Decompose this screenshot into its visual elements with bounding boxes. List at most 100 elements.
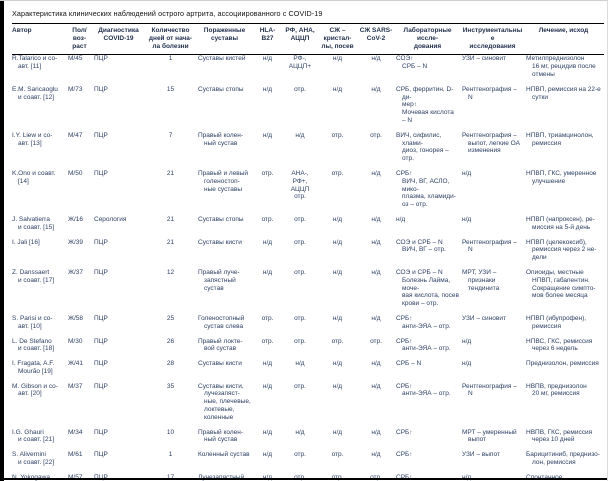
table-cell: J. Salvatierra и соавт. [15] <box>12 215 55 231</box>
column-header: СЖ SARS- CoV-2 <box>359 22 396 56</box>
table-cell: R.Talarico и со- авт. [11] <box>12 55 58 71</box>
table-cell: н/д <box>332 238 343 246</box>
table-cell: Z. Danssaert и соавт. [17] <box>12 268 55 284</box>
table-row: S. Alivernini и соавт. [22] М/61 ПЦР 1 Колен… <box>12 451 604 474</box>
table-cell: н/д <box>396 215 406 223</box>
table-cell: МРТ, УЗИ – признаки тендинита <box>462 268 500 292</box>
table-cell: н/д <box>371 55 381 63</box>
table-cell: Ж/41 <box>68 360 84 368</box>
table-cell: Лучезапястный, плечевой, коленные сустав… <box>198 474 254 481</box>
table-cell: н/д <box>262 451 273 459</box>
table-cell: н/д <box>332 382 343 390</box>
table-cell: S. Parisi и со- авт. [10] <box>12 314 53 330</box>
table-cell: ПЦР <box>94 337 108 345</box>
table-cell: 17 <box>146 474 198 481</box>
table-cell: н/д <box>371 268 381 276</box>
table-cell: М/61 <box>68 451 83 459</box>
table-cell: н/д <box>371 85 381 93</box>
bottom-border-bar <box>0 478 607 480</box>
table-row: I. Jali [16] Ж/39 ПЦР 21 Суставы кисти н/д отр… <box>12 239 604 269</box>
table-cell: отр. <box>294 337 306 345</box>
table-cell: н/д <box>262 85 273 93</box>
table-cell: СРБ↑ <box>396 428 413 436</box>
table-cell: н/д <box>371 382 381 390</box>
table-cell: н/д <box>262 131 273 139</box>
table-cell: М/73 <box>68 85 83 93</box>
table-cell: Коленный сустав <box>198 451 250 459</box>
table-cell: НПВП, ГКС, умеренное улучшение <box>526 169 597 185</box>
table-cell: ПЦР <box>94 131 108 139</box>
table-cell: М/37 <box>68 382 83 390</box>
table-cell: ВИЧ, сифилис, хлами- диоз, гонорея – отр… <box>396 131 449 163</box>
table-cell: н/д <box>462 337 472 345</box>
table-cell: 21 <box>166 238 175 246</box>
table-cell: н/д <box>295 360 305 368</box>
table-row: R.Talarico и со- авт. [11] М/45 ПЦР 1 Сустав… <box>12 55 604 86</box>
table-cell: отр. <box>294 314 306 322</box>
table-cell: НПВП (ибупрофен), ремиссия <box>526 314 587 330</box>
table-cell: НВПВ, ГКС, ремиссия через 10 дней <box>526 428 593 444</box>
table-cell: отр. <box>370 131 382 139</box>
table-cell: Рентгенография – N <box>462 85 519 101</box>
table-row: I. Fragata, A.F. Mourão [19] Ж/41 ПЦР 28 Сус… <box>12 360 604 383</box>
table-cell: отр. <box>294 215 306 223</box>
table-cell: н/д <box>371 428 381 436</box>
table-cell: Рентгенография – N <box>462 238 519 254</box>
table-cell: УЗИ – выпот <box>462 451 500 459</box>
table-cell: СРБ – N <box>396 360 422 368</box>
table-cell: Правый колен- ный сустав <box>198 131 244 147</box>
table-cell: н/д <box>462 169 472 177</box>
table-cell: н/д <box>332 428 343 436</box>
table-cell: Правый локте- вой сустав <box>198 337 243 353</box>
table-cell: ПЦР <box>94 382 108 390</box>
table-row: S. Parisi и со- авт. [10] Ж/58 ПЦР 25 Голено… <box>12 315 604 338</box>
column-header: Лечение, исход <box>526 22 604 56</box>
table-cell: Ж/37 <box>68 268 84 276</box>
table-cell: СРБ↑ анти-ЭЯА – отр. <box>396 382 451 398</box>
table-row: I.Y. Liew и со- авт. [13] М/47 ПЦР 7 Правый … <box>12 132 604 170</box>
table-cell: ПЦР <box>94 85 108 93</box>
table-cell: ПЦР <box>94 314 108 322</box>
table-cell: Спонтанное разрешение на 27-й день забол… <box>526 474 604 481</box>
table-cell: н/д <box>371 238 381 246</box>
table-row: I.G. Ghauri и соавт. [21] М/34 ПЦР 10 Правый… <box>12 429 604 452</box>
table-cell: Правый колен- ный сустав <box>198 428 244 444</box>
table-cell: ПЦР <box>94 169 108 177</box>
table-cell: НПВП, триамцинолон, ремиссия <box>526 131 594 147</box>
table-cell: отр. <box>319 474 359 481</box>
table-cell: ПЦР <box>94 428 108 436</box>
table-cell: н/д <box>262 382 273 390</box>
column-header: Инструментальные исследования <box>462 22 526 56</box>
table-cell: МРТ – умеренный выпот <box>462 428 517 444</box>
table-cell: М/30 <box>68 337 83 345</box>
table-cell: 21 <box>166 169 175 177</box>
table-cell: 1 <box>168 55 173 63</box>
table-cell: E.M. Saricaoglu и соавт. [12] <box>12 85 58 101</box>
table-cell: Суставы кисти <box>198 360 242 368</box>
table-cell: ПЦР <box>94 268 108 276</box>
table-row: K.Ono и соавт. [14] М/50 ПЦР 21 Правый и лев… <box>12 170 604 216</box>
table-cell: Суставы кисти, лучезапяст- ные, плечевые… <box>198 382 251 421</box>
table-cell: отр. <box>261 169 274 177</box>
table-cell: М/34 <box>68 428 83 436</box>
table-cell: н/д <box>332 268 343 276</box>
table-cell: СРБ↑ <box>396 451 413 459</box>
header-row: Автор Пол/ воз- раст Диагностика COVID-19 К… <box>12 22 604 56</box>
table-cell: н/д <box>462 474 526 481</box>
table-cell: I.G. Ghauri и соавт. [21] <box>12 428 55 444</box>
table-cell: СРБ↑ анти-ЭЯА – отр. <box>396 337 451 353</box>
table-cell: н/д <box>332 85 343 93</box>
table-cell: Ж/58 <box>68 314 84 322</box>
table-cell: Правый луче- запястный сустав <box>198 268 240 292</box>
table-cell: н/д <box>295 428 305 436</box>
table-cell: ПЦР <box>94 360 108 368</box>
table-caption: Характеристика клинических наблюдений ос… <box>12 9 323 18</box>
table-cell: РФ-, АЦЦП+ <box>288 55 312 71</box>
table-cell: НПВС, ГКС, ремиссия через 6 недель <box>526 337 593 353</box>
table-cell: н/д <box>332 360 343 368</box>
column-header: РФ, АНА, АЦЦП <box>284 22 319 56</box>
table-cell: 1 <box>168 451 173 459</box>
table-cell: S. Alivernini и соавт. [22] <box>12 451 55 467</box>
table-cell: I. Fragata, A.F. Mourão [19] <box>12 360 55 375</box>
table-cell: Рентгенография – выпот, легкие ОА измене… <box>462 131 520 155</box>
